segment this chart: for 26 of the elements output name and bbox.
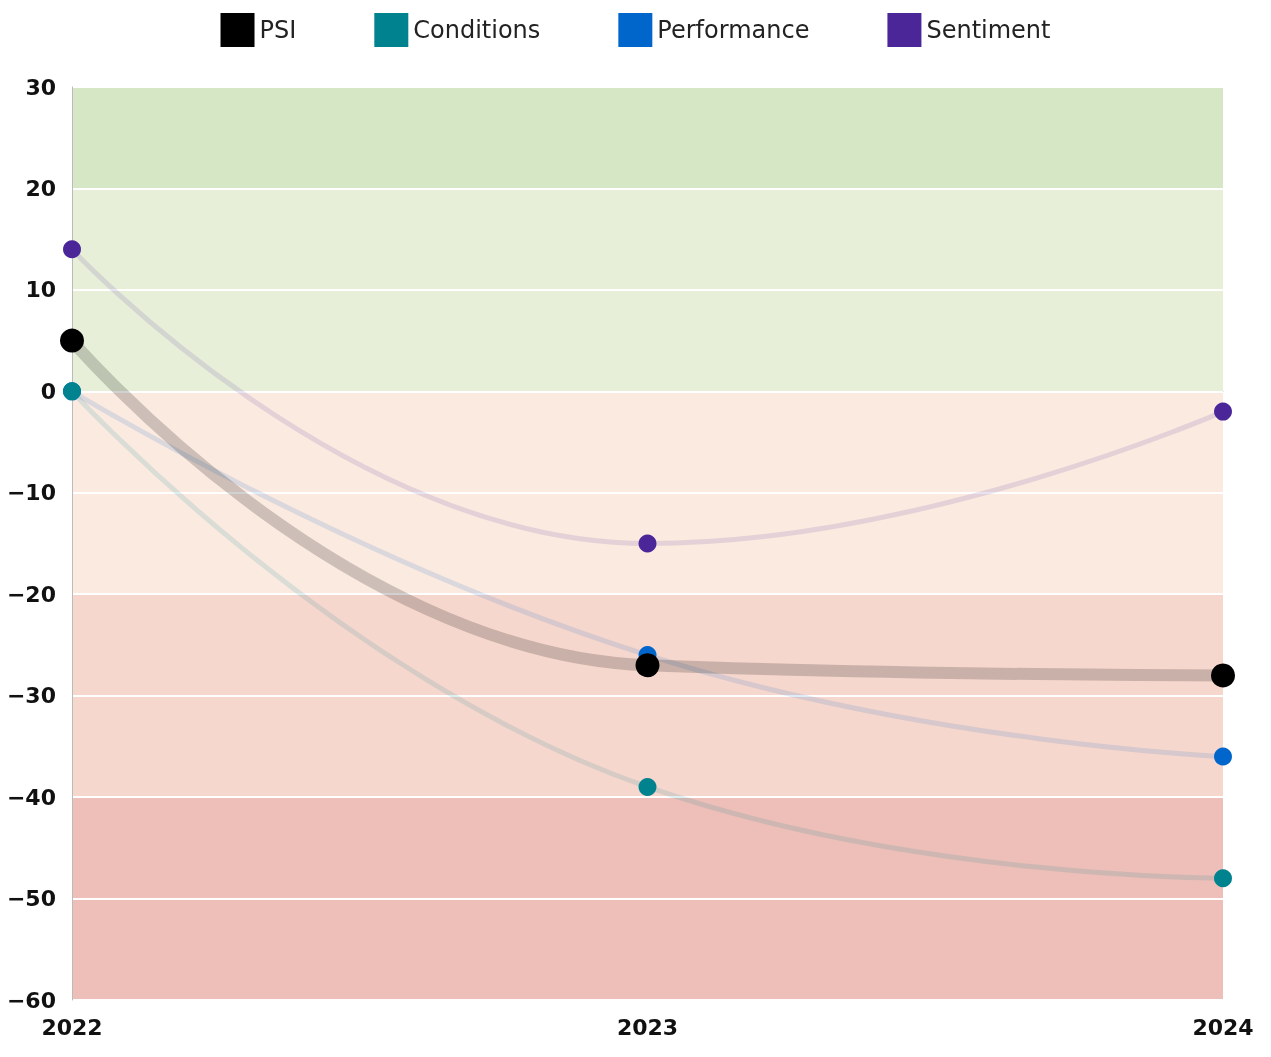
- legend-label: Conditions: [413, 16, 541, 44]
- point: [60, 328, 84, 353]
- point: [635, 653, 660, 678]
- y-tick-label: −40: [6, 784, 56, 810]
- point: [63, 240, 81, 259]
- y-tick-label: −10: [6, 480, 56, 506]
- point: [1214, 747, 1232, 766]
- x-tick-label: 2024: [1192, 1014, 1254, 1040]
- point: [1214, 869, 1232, 888]
- y-tick-label: −20: [6, 581, 56, 607]
- y-tick-label: 10: [25, 277, 56, 303]
- y-tick-label: −50: [6, 886, 56, 912]
- point: [638, 534, 657, 553]
- legend-label: Performance: [657, 16, 810, 44]
- point: [638, 777, 657, 796]
- point: [1214, 402, 1232, 421]
- point: [1211, 663, 1235, 688]
- x-tick-label: 2022: [41, 1014, 103, 1040]
- y-tick-label: −30: [6, 683, 56, 709]
- legend-label: PSI: [259, 16, 297, 44]
- y-tick-label: 0: [40, 378, 56, 404]
- legend-label: Sentiment: [926, 16, 1051, 44]
- y-tick-label: 30: [25, 74, 56, 100]
- y-tick-label: 20: [25, 175, 56, 201]
- x-tick-label: 2023: [616, 1014, 679, 1040]
- y-tick-label: −60: [6, 987, 56, 1013]
